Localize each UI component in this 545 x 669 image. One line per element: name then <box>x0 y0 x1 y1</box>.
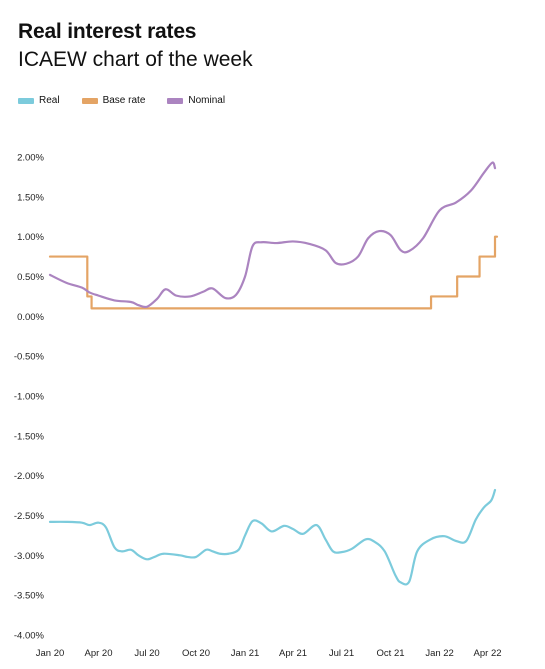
y-tick-label: -2.50% <box>14 511 45 522</box>
y-tick-label: 1.00% <box>17 232 44 243</box>
x-tick-label: Oct 20 <box>182 648 210 659</box>
legend-swatch <box>18 97 34 104</box>
series-line-base-rate <box>48 235 499 310</box>
legend-label: Real <box>39 95 60 106</box>
x-tick-label: Apr 20 <box>84 648 112 659</box>
y-tick-label: -0.50% <box>14 352 45 363</box>
x-tick-label: Jul 21 <box>329 648 354 659</box>
x-tick-label: Jan 20 <box>36 648 65 659</box>
legend: Real Base rate Nominal <box>18 95 225 106</box>
legend-item-real: Real <box>18 95 60 106</box>
legend-item-base-rate: Base rate <box>81 95 146 106</box>
y-tick-label: -3.00% <box>14 551 45 562</box>
x-tick-label: Apr 22 <box>474 648 502 659</box>
x-tick-label: Jan 22 <box>425 648 454 659</box>
y-tick-label: 2.00% <box>17 153 44 164</box>
y-tick-label: 0.00% <box>17 312 44 323</box>
legend-swatch <box>81 97 98 104</box>
series-line-nominal <box>48 161 497 309</box>
y-tick-label: -4.00% <box>14 631 45 642</box>
y-tick-label: -3.50% <box>14 591 45 602</box>
chart-subtitle: ICAEW chart of the week <box>18 48 253 71</box>
y-tick-label: -1.00% <box>14 392 45 403</box>
x-tick-label: Oct 21 <box>377 648 405 659</box>
legend-label: Base rate <box>102 95 146 106</box>
legend-item-nominal: Nominal <box>167 95 225 106</box>
legend-swatch <box>167 97 184 104</box>
legend-label: Nominal <box>188 95 226 106</box>
y-tick-label: -2.00% <box>14 471 45 482</box>
x-tick-label: Jan 21 <box>231 648 260 659</box>
x-tick-label: Apr 21 <box>279 648 307 659</box>
y-tick-label: -1.50% <box>14 431 45 442</box>
x-tick-label: Jul 20 <box>134 648 159 659</box>
y-tick-label: 1.50% <box>17 192 44 203</box>
chart-title: Real interest rates <box>18 20 197 43</box>
series-line-real <box>48 488 497 586</box>
y-tick-label: 0.50% <box>17 272 44 283</box>
